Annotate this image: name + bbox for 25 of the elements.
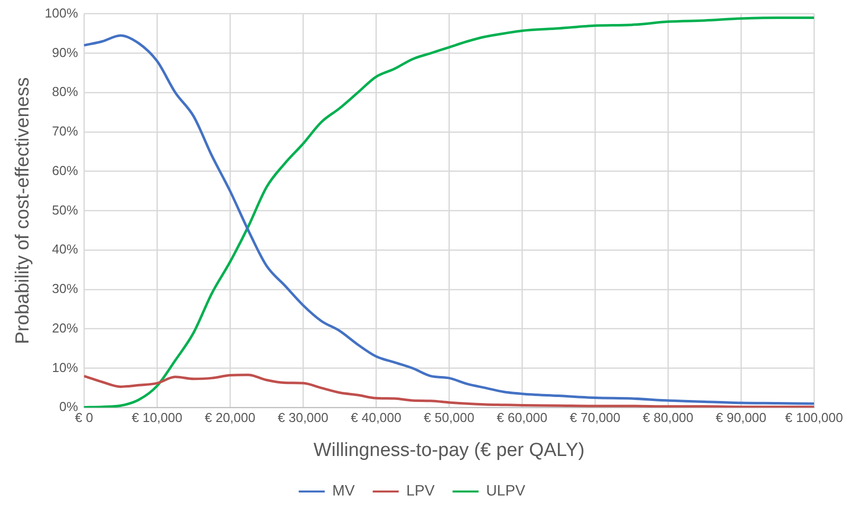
y-tick-label: 80% xyxy=(52,84,78,100)
y-tick-label: 10% xyxy=(52,360,78,375)
legend-label: MV xyxy=(332,482,355,500)
x-tick-label: € 50,000 xyxy=(424,410,474,425)
y-tick-label: 90% xyxy=(52,44,78,60)
y-axis-title: Probability of cost-effectiveness xyxy=(12,77,34,344)
y-tick-label: 20% xyxy=(52,320,78,336)
x-tick-label: € 60,000 xyxy=(496,410,548,425)
x-tick-label: € 100,000 xyxy=(785,410,844,425)
y-tick-label: 50% xyxy=(52,202,78,218)
x-tick-label: € 10,000 xyxy=(132,410,182,425)
y-tick-label: 30% xyxy=(52,281,78,296)
x-tick-label: € 20,000 xyxy=(204,410,256,425)
y-tick-label: 70% xyxy=(52,124,78,139)
y-tick-label: 60% xyxy=(52,162,78,178)
y-tick-label: 100% xyxy=(44,5,78,20)
legend-label: LPV xyxy=(406,482,435,500)
x-tick-label: € 90,000 xyxy=(716,410,766,425)
y-tick-label: 40% xyxy=(52,242,78,257)
legend-label: ULPV xyxy=(486,482,526,500)
x-tick-label: € 70,000 xyxy=(570,410,620,425)
x-tick-label: € 40,000 xyxy=(350,410,402,425)
x-axis-title: Willingness-to-pay (€ per QALY) xyxy=(314,440,585,461)
x-tick-label: € 80,000 xyxy=(642,410,694,425)
x-tick-label: € 30,000 xyxy=(278,410,328,425)
